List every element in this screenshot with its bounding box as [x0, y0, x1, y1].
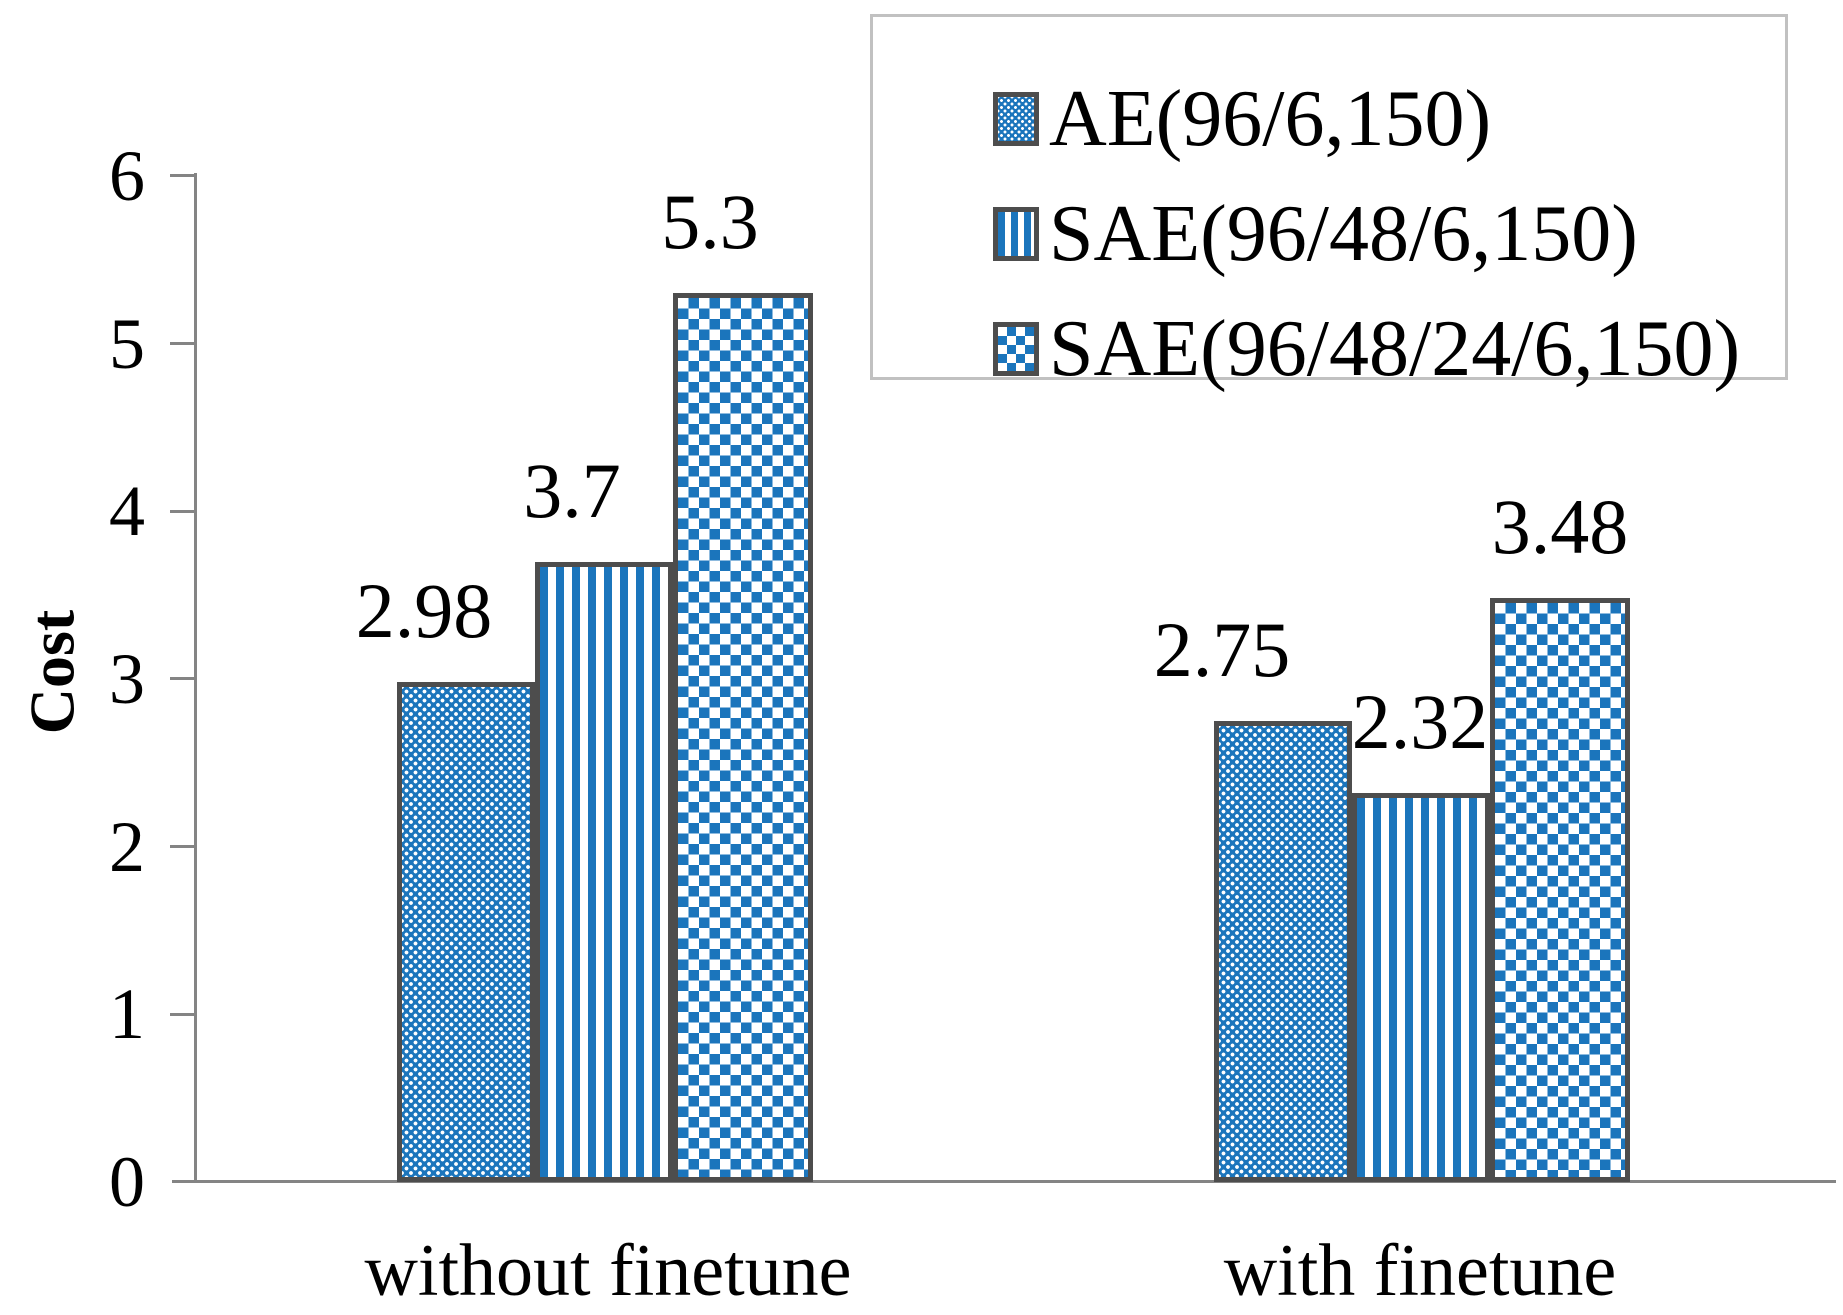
legend-item-sae2: SAE(96/48/6,150) [993, 187, 1638, 281]
y-tick-mark-3 [170, 677, 196, 681]
y-tick-label-5: 5 [109, 303, 145, 384]
legend-label-sae2: SAE(96/48/6,150) [1049, 190, 1638, 278]
data-label-sae3-with-finetune: 3.48 [1491, 483, 1629, 570]
category-label-with-finetune: with finetune [1223, 1230, 1617, 1312]
data-label-sae2-without-finetune: 3.7 [523, 447, 621, 534]
x-axis-line [172, 1180, 1836, 1183]
category-label-without-finetune: without finetune [364, 1230, 852, 1312]
legend: AE(96/6,150) SAE(96/48/6,150) SAE(96/48/… [870, 14, 1788, 393]
y-tick-mark-2 [170, 845, 196, 849]
legend-swatch-checker-icon [993, 322, 1039, 376]
legend-item-ae: AE(96/6,150) [993, 72, 1491, 166]
y-tick-mark-4 [170, 509, 196, 513]
y-tick-label-0: 0 [109, 1142, 145, 1222]
bar-ae-with-finetune [1214, 721, 1352, 1182]
y-tick-label-2: 2 [109, 806, 145, 887]
legend-label-ae: AE(96/6,150) [1049, 75, 1492, 163]
y-tick-label-6: 6 [109, 135, 145, 216]
legend-label-sae3: SAE(96/48/24/6,150) [1049, 305, 1741, 393]
legend-swatch-stripes-icon [993, 207, 1039, 261]
legend-swatch-dots-icon [993, 92, 1039, 146]
data-label-sae3-without-finetune: 5.3 [661, 178, 759, 265]
data-label-ae-with-finetune: 2.75 [1153, 606, 1291, 693]
y-tick-label-3: 3 [109, 638, 145, 719]
y-tick-label-1: 1 [109, 974, 145, 1055]
y-tick-mark-5 [170, 342, 196, 345]
y-tick-mark-1 [170, 1012, 196, 1016]
y-tick-label-4: 4 [109, 471, 145, 552]
y-tick-mark-6 [170, 174, 196, 178]
bar-sae3-without-finetune [673, 293, 813, 1182]
data-label-sae2-with-finetune: 2.32 [1351, 678, 1489, 765]
bar-sae2-without-finetune [535, 562, 673, 1182]
legend-item-sae3: SAE(96/48/24/6,150) [993, 302, 1740, 396]
bar-sae2-with-finetune [1352, 793, 1490, 1182]
bar-sae3-with-finetune [1490, 598, 1630, 1182]
bar-ae-without-finetune [397, 682, 535, 1182]
data-label-ae-without-finetune: 2.98 [355, 567, 493, 654]
